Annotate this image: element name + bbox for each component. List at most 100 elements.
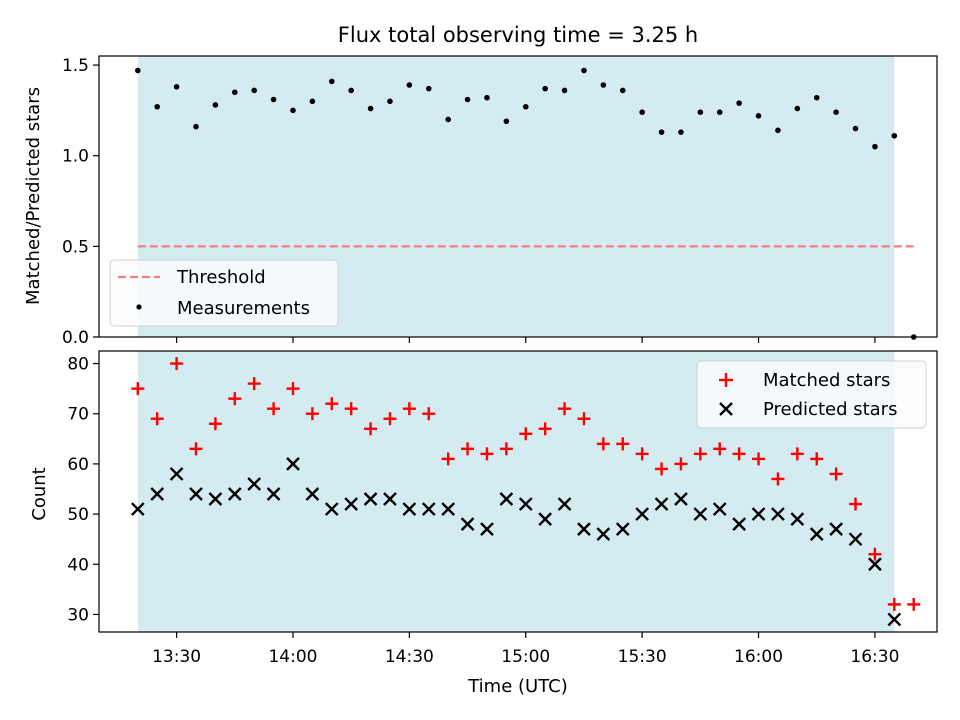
count-y-axis-label: Count xyxy=(29,467,50,520)
y-tick-label: 60 xyxy=(67,455,89,475)
matched-star-point xyxy=(558,402,572,416)
predicted-star-point xyxy=(383,492,397,506)
matched-star-point xyxy=(732,447,746,461)
x-tick-label: 16:30 xyxy=(850,647,899,667)
measurement-point xyxy=(406,82,413,88)
matched-star-point xyxy=(461,442,475,456)
predicted-star-point xyxy=(751,507,766,521)
matched-star-point xyxy=(364,422,378,436)
chart-title: Flux total observing time = 3.25 h xyxy=(338,23,698,47)
matched-star-point xyxy=(713,442,727,456)
matched-star-point xyxy=(189,442,203,456)
matched-star-point xyxy=(267,402,281,416)
matched-stars-points xyxy=(131,357,921,611)
legend-measurements-label: Measurements xyxy=(177,298,310,319)
predicted-star-point xyxy=(499,492,514,506)
x-tick-label: 15:30 xyxy=(618,647,667,667)
measurement-point xyxy=(309,98,316,105)
matched-star-point xyxy=(616,437,630,451)
predicted-star-point xyxy=(150,487,165,501)
measurement-point xyxy=(813,94,820,101)
measurement-point xyxy=(367,105,374,112)
predicted-star-point xyxy=(887,612,902,627)
matched-star-point xyxy=(790,447,804,461)
measurement-point xyxy=(775,127,781,134)
matched-star-point xyxy=(519,427,533,441)
matched-star-point xyxy=(499,442,513,456)
predicted-star-point xyxy=(577,522,591,536)
measurement-point xyxy=(600,82,607,88)
measurement-point xyxy=(794,105,801,112)
y-tick-label: 0.0 xyxy=(62,328,89,348)
measurement-point xyxy=(561,87,568,94)
matched-star-point xyxy=(208,417,222,431)
matched-star-point xyxy=(150,412,164,426)
legend-predicted-swatch xyxy=(719,402,733,416)
predicted-star-point xyxy=(557,497,572,511)
matched-star-point xyxy=(577,412,591,426)
predicted-star-point xyxy=(460,517,475,531)
ratio-panel: 0.0 0.5 1.0 1.5 Matched/Predicted stars Thr… xyxy=(23,55,938,348)
ratio-y-axis-label: Matched/Predicted stars xyxy=(23,87,44,305)
predicted-star-point xyxy=(654,497,669,511)
predicted-star-point xyxy=(712,502,727,516)
measurement-point xyxy=(387,98,393,105)
measurement-point xyxy=(852,125,859,132)
matched-star-point xyxy=(887,597,901,611)
count-panel: 30 40 50 60 70 80 13:30 14:00 14:30 15:00 15:30 16… xyxy=(29,350,938,697)
y-tick-label: 80 xyxy=(67,355,89,375)
measurement-point xyxy=(328,78,335,85)
measurement-point xyxy=(154,103,160,110)
measurement-point xyxy=(658,129,665,135)
matched-star-point xyxy=(305,407,319,421)
measurement-point xyxy=(290,107,296,114)
matched-star-point xyxy=(344,402,358,416)
predicted-star-point xyxy=(189,487,203,501)
predicted-star-point xyxy=(344,497,359,511)
measurement-point xyxy=(503,118,510,125)
matched-star-point xyxy=(596,437,610,451)
measurement-point xyxy=(678,129,684,135)
predicted-star-point xyxy=(363,492,378,506)
predicted-star-point xyxy=(324,502,339,516)
measurement-points xyxy=(134,67,917,340)
measurement-point xyxy=(891,132,898,139)
count-legend: Matched stars Predicted stars xyxy=(696,360,927,429)
measurement-point xyxy=(270,96,277,103)
predicted-star-point xyxy=(868,557,882,572)
x-tick-label: 14:30 xyxy=(385,647,434,667)
predicted-star-point xyxy=(790,512,805,526)
predicted-star-point xyxy=(538,512,553,526)
y-tick-label: 70 xyxy=(67,405,89,425)
predicted-star-point xyxy=(169,467,184,481)
measurement-point xyxy=(484,94,490,101)
predicted-star-point xyxy=(480,522,494,536)
measurement-point xyxy=(736,100,742,106)
y-tick-label: 1.5 xyxy=(62,56,89,76)
matched-star-point xyxy=(771,472,785,486)
matched-star-point xyxy=(635,447,649,461)
predicted-star-point xyxy=(596,527,611,542)
matched-star-point xyxy=(538,422,552,436)
predicted-star-point xyxy=(771,507,785,521)
matched-star-point xyxy=(752,452,766,466)
matched-star-point xyxy=(131,382,145,396)
matched-star-point xyxy=(325,397,339,411)
x-tick-label: 15:00 xyxy=(501,647,550,667)
matched-star-point xyxy=(674,457,688,471)
measurement-point xyxy=(231,89,238,96)
predicted-star-point xyxy=(130,502,145,516)
ratio-legend: Threshold Measurements xyxy=(109,259,339,327)
matched-star-point xyxy=(170,357,184,371)
measurement-point xyxy=(212,102,219,108)
measurement-point xyxy=(697,109,704,115)
y-tick-label: 0.5 xyxy=(62,237,89,257)
x-axis-label: Time (UTC) xyxy=(467,676,568,697)
predicted-star-point xyxy=(227,487,242,501)
predicted-star-point xyxy=(732,517,746,531)
measurement-point xyxy=(716,109,723,115)
predicted-star-point xyxy=(518,497,533,511)
y-tick-label: 30 xyxy=(67,605,89,625)
matched-star-point xyxy=(868,547,882,561)
